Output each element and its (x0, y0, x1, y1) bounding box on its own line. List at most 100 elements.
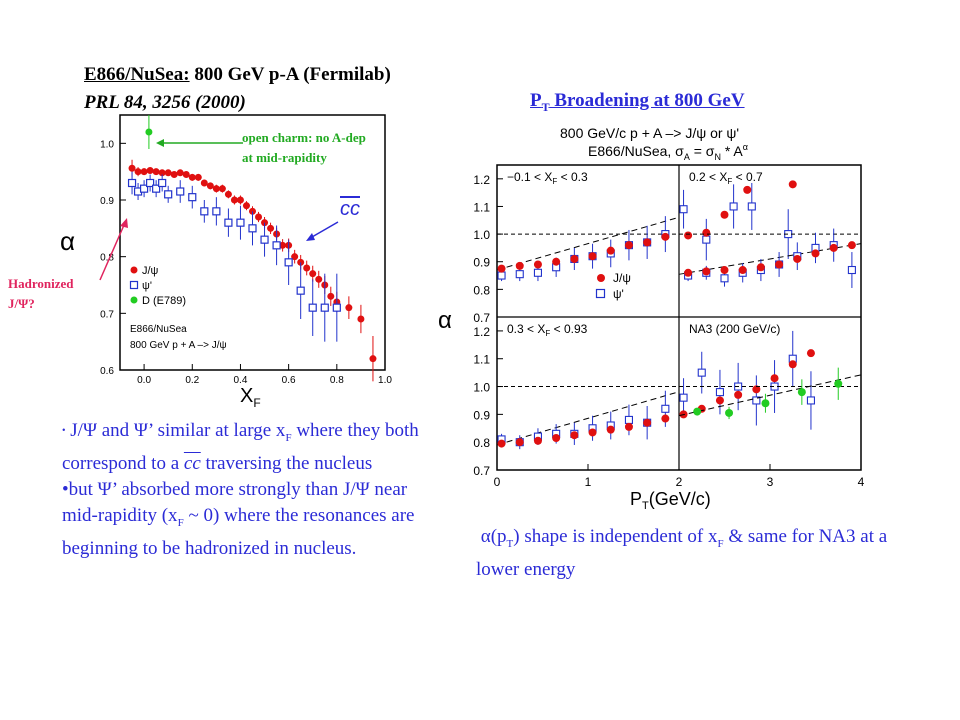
left-y-tick-label: 0.6 (100, 366, 114, 377)
jpsi-point (327, 292, 335, 300)
psiprime-point (697, 368, 706, 377)
jpsi-point (775, 260, 784, 269)
jpsi-point (152, 168, 160, 176)
pt-broadening-chart: 800 GeV/c p + A –> J/ψ or ψ' E866/NuSea,… (438, 125, 865, 510)
right-y-tick-label: 1.0 (473, 228, 490, 242)
jpsi-point (212, 185, 220, 193)
jpsi-point (624, 422, 633, 431)
jpsi-point (588, 428, 597, 437)
right-x-axis-label: PT(GeV/c) (630, 489, 711, 510)
publication-reference: PRL 84, 3256 (2000) (84, 92, 246, 113)
right-x-tick-label: 2 (676, 475, 683, 489)
psiprime-point (296, 286, 305, 295)
na3-point (797, 388, 806, 397)
fit-curve (496, 216, 680, 271)
left-y-axis-label: α (60, 226, 75, 256)
jpsi-point (738, 266, 747, 275)
conclusion-text: α(pT) shape is independent of xF & same … (476, 526, 888, 580)
jpsi-point (743, 185, 752, 194)
psiprime-point (188, 193, 197, 202)
hadronized-arrowhead (120, 218, 128, 228)
right-legend-label-jpsi: J/ψ (613, 271, 631, 285)
cc-arrow (311, 221, 339, 238)
fit-curve (678, 374, 862, 417)
jpsi-point (369, 355, 377, 363)
open-charm-point (145, 128, 153, 136)
left-x-tick-label: 0.0 (137, 375, 151, 386)
jpsi-point (702, 228, 711, 237)
psiprime-point (164, 190, 173, 199)
jpsi-point (661, 232, 670, 241)
jpsi-point (230, 196, 238, 204)
psiprime-point (515, 270, 524, 279)
psiprime-point (729, 202, 738, 211)
jpsi-point (788, 180, 797, 189)
panel-label: 0.2 < XF < 0.7 (689, 170, 763, 186)
psiprime-point (146, 178, 155, 188)
psiprime-point (752, 396, 761, 405)
jpsi-point (309, 270, 317, 278)
bullet-2: •but Ψ’ absorbed more strongly than J/Ψ … (62, 478, 415, 559)
jpsi-point (134, 168, 142, 176)
jpsi-point (218, 185, 226, 193)
left-plot-frame (119, 114, 386, 371)
jpsi-point (606, 425, 615, 434)
alpha-vs-xf-chart: 0.0 0.2 0.4 0.6 0.8 1.0 0.6 0.7 0.8 0.9 1.0 α XF J… (60, 114, 392, 410)
hadronized-arrow (99, 224, 125, 281)
jpsi-point (279, 241, 287, 249)
jpsi-point (158, 169, 166, 177)
jpsi-point (720, 210, 729, 219)
na3-point (761, 399, 770, 408)
right-y-axis-label: α (438, 307, 452, 334)
right-y-tick-label: 0.8 (473, 283, 490, 297)
psiprime-point (747, 202, 756, 211)
left-y-tick-label: 0.8 (100, 253, 114, 264)
jpsi-point (720, 266, 729, 275)
na3-point (834, 379, 843, 388)
jpsi-point (793, 254, 802, 263)
jpsi-point (357, 315, 365, 323)
psiprime-point (332, 303, 341, 312)
left-x-axis-label: XF (240, 385, 261, 410)
jpsi-point (345, 304, 353, 312)
psiprime-point (679, 205, 688, 214)
jpsi-point (497, 439, 506, 448)
fit-curve (496, 391, 680, 446)
jpsi-point (164, 169, 172, 177)
psiprime-point (200, 207, 209, 216)
left-y-tick-label: 1.0 (100, 139, 114, 150)
jpsi-point (684, 268, 693, 277)
jpsi-point (588, 252, 597, 261)
right-x-tick-label: 4 (858, 475, 865, 489)
jpsi-point (770, 374, 779, 383)
right-y-tick-label: 1.1 (473, 353, 490, 367)
jpsi-point (291, 253, 299, 261)
right-legend-marker-psiprime (595, 288, 606, 299)
legend-marker-psiprime (129, 280, 139, 290)
bullet-1: • J/Ψ and Ψ’ similar at large xF where t… (62, 420, 419, 474)
experiment-description: 800 GeV p-A (Fermilab) (189, 64, 391, 85)
jpsi-point (261, 219, 269, 227)
psiprime-point (127, 178, 137, 188)
psiprime-point (236, 218, 245, 227)
psiprime-point (806, 396, 816, 405)
psiprime-point (702, 235, 711, 244)
right-x-tick-label: 3 (767, 475, 774, 489)
jpsi-point (570, 431, 579, 440)
right-legend-marker-jpsi (597, 274, 605, 282)
right-chart-title-line1: 800 GeV/c p + A –> J/ψ or ψ' (560, 125, 739, 141)
left-x-tick-label: 0.6 (282, 375, 296, 386)
psiprime-point (320, 303, 329, 312)
left-y-tick-label: 0.7 (100, 309, 114, 320)
legend-label-open-charm: D (E789) (142, 295, 186, 307)
psiprime-point (248, 224, 257, 233)
right-y-tick-label: 1.2 (473, 325, 490, 339)
open-charm-arrowhead (156, 139, 164, 147)
bullet-list: • J/Ψ and Ψ’ similar at large xF where t… (62, 418, 440, 562)
right-y-tick-label: 0.7 (473, 464, 490, 478)
right-y-tick-label: 0.9 (473, 408, 490, 422)
right-y-tick-label: 1.1 (473, 200, 490, 214)
jpsi-point (515, 261, 524, 270)
jpsi-point (242, 202, 250, 210)
jpsi-point (224, 190, 232, 198)
